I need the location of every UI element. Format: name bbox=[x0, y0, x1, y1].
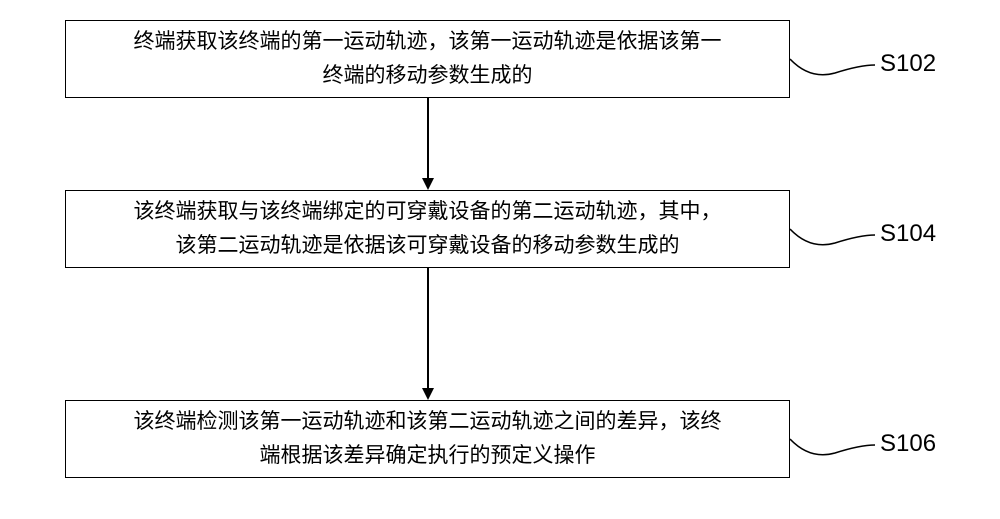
step-text-line1: 终端获取该终端的第一运动轨迹，该第一运动轨迹是依据该第一 bbox=[134, 30, 722, 53]
arrow-1 bbox=[427, 98, 429, 178]
step-text-line2: 端根据该差异确定执行的预定义操作 bbox=[260, 444, 596, 467]
step-text-s104: 该终端获取与该终端绑定的可穿戴设备的第二运动轨迹，其中， 该第二运动轨迹是依据该… bbox=[134, 195, 722, 262]
step-box-s102: 终端获取该终端的第一运动轨迹，该第一运动轨迹是依据该第一 终端的移动参数生成的 bbox=[65, 20, 790, 98]
step-label-s106: S106 bbox=[880, 430, 936, 458]
step-text-line1: 该终端获取与该终端绑定的可穿戴设备的第二运动轨迹，其中， bbox=[134, 200, 722, 223]
step-label-s102: S102 bbox=[880, 50, 936, 78]
step-text-line2: 终端的移动参数生成的 bbox=[323, 64, 533, 87]
connector-s102 bbox=[790, 45, 880, 80]
step-text-s102: 终端获取该终端的第一运动轨迹，该第一运动轨迹是依据该第一 终端的移动参数生成的 bbox=[134, 25, 722, 92]
step-label-s104: S104 bbox=[880, 220, 936, 248]
step-text-s106: 该终端检测该第一运动轨迹和该第二运动轨迹之间的差异，该终 端根据该差异确定执行的… bbox=[134, 405, 722, 472]
step-box-s106: 该终端检测该第一运动轨迹和该第二运动轨迹之间的差异，该终 端根据该差异确定执行的… bbox=[65, 400, 790, 478]
connector-s104 bbox=[790, 215, 880, 250]
arrow-2 bbox=[427, 268, 429, 388]
connector-s106 bbox=[790, 425, 880, 460]
step-text-line2: 该第二运动轨迹是依据该可穿戴设备的移动参数生成的 bbox=[176, 234, 680, 257]
arrow-head-1 bbox=[422, 178, 434, 190]
step-text-line1: 该终端检测该第一运动轨迹和该第二运动轨迹之间的差异，该终 bbox=[134, 410, 722, 433]
step-box-s104: 该终端获取与该终端绑定的可穿戴设备的第二运动轨迹，其中， 该第二运动轨迹是依据该… bbox=[65, 190, 790, 268]
flowchart-container: 终端获取该终端的第一运动轨迹，该第一运动轨迹是依据该第一 终端的移动参数生成的 … bbox=[0, 0, 1000, 519]
arrow-head-2 bbox=[422, 388, 434, 400]
